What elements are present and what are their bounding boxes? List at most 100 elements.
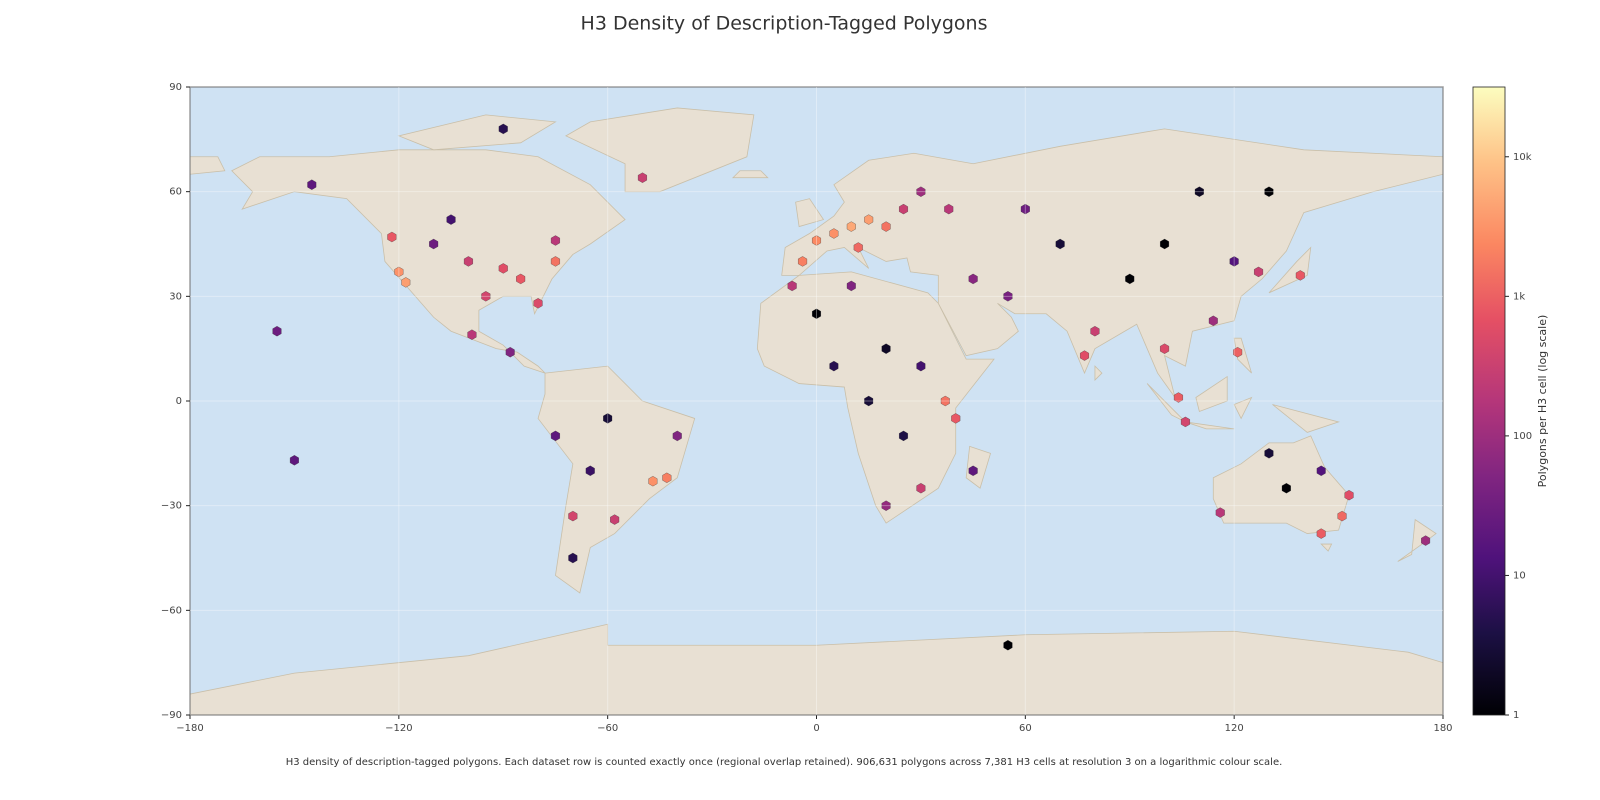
hex-layer [272,123,1431,651]
hex-cell [516,273,526,285]
landmass [732,170,769,179]
hex-cell [272,326,282,337]
hex-cell [798,256,808,267]
hex-cell [401,277,411,288]
hex-cell [463,256,473,267]
y-tick-label: 30 [169,291,182,302]
hex-cell [1080,350,1089,361]
hex-cell [1233,347,1243,358]
colorbar-tick-label: 10 [1513,570,1526,581]
hex-cell [846,221,856,232]
landmass [1146,383,1186,423]
hex-cell [1003,640,1013,651]
hex-cell [568,552,578,564]
hex-cell [1295,270,1305,281]
hex-cell [846,280,856,292]
hex-cell [968,465,978,476]
hex-cell [1337,510,1347,522]
hex-cell [498,263,508,274]
hex-cell [881,500,891,511]
hex-cell [1264,448,1274,459]
hex-cell [505,347,515,358]
x-tick-label: −120 [385,723,412,734]
hex-cell [1090,326,1100,337]
colorbar-tick-label: 1 [1513,710,1519,721]
hex-cell [648,476,658,487]
hex-cell [1421,535,1431,546]
landmass [1397,518,1437,562]
landmass [1094,365,1103,382]
landmass [1320,543,1333,552]
hex-cell [787,280,797,292]
hex-cell [1173,392,1183,403]
y-tick-label: −30 [161,501,182,512]
hex-cell [550,235,560,246]
hex-cell [1264,186,1274,197]
colorbar [1472,86,1506,716]
x-tick-label: 180 [1433,723,1452,734]
hex-cell [864,214,874,225]
map-title: H3 Density of Description-Tagged Polygon… [581,13,988,35]
hex-cell [1316,465,1326,476]
hex-cell [1229,256,1239,267]
colorbar-tick-label: 1k [1513,291,1525,302]
hex-cell [1020,203,1030,215]
colorbar-tick-label: 10k [1513,152,1532,163]
landmass [965,445,992,489]
landmass [190,623,1443,715]
hex-cell [610,514,620,525]
hex-cell [1160,238,1170,250]
landmass [565,107,755,193]
hex-cell [916,186,926,197]
landmass [231,149,626,374]
hex-cell [550,256,560,267]
hex-cell [603,413,613,424]
hex-cell [881,221,891,232]
hex-cell [1215,507,1225,518]
landmass [795,198,825,228]
hex-cell [387,231,397,243]
y-tick-label: 0 [176,396,182,407]
hex-cell [307,179,317,190]
x-tick-label: −60 [597,723,618,734]
x-tick-label: 120 [1225,723,1244,734]
landmass [1195,375,1228,412]
hex-cell [829,360,839,372]
hex-cell [1003,291,1013,302]
landmass [1272,404,1340,433]
hex-cell [1055,238,1065,250]
hex-cell [568,510,578,522]
hex-cell [585,465,595,476]
hex-cell [881,343,891,354]
hex-cell [1344,490,1354,501]
hex-cell [899,203,908,215]
hex-cell [940,395,950,407]
hex-cell [1254,266,1264,278]
hex-cell [467,329,477,340]
x-tick-label: 60 [1019,723,1032,734]
hex-cell [662,472,672,483]
landmass [537,365,696,594]
hex-cell [550,430,560,442]
hex-cell [1208,315,1218,326]
hex-cell [829,228,839,239]
hex-cell [533,298,543,309]
hex-cell [1194,186,1204,197]
hex-cell [289,455,299,466]
y-tick-label: −60 [161,605,182,616]
hex-cell [916,483,926,494]
hex-cell [853,242,863,253]
hex-cell [498,123,508,135]
hex-cell [429,238,439,250]
hex-cell [1281,483,1291,494]
y-tick-label: 90 [169,82,182,93]
landmass [756,271,995,524]
caption: H3 density of description-tagged polygon… [286,757,1283,768]
hex-cell [812,308,821,319]
hex-cell [1160,343,1170,354]
hex-cell [899,430,908,442]
land-layer [190,107,1443,715]
colorbar-label: Polygons per H3 cell (log scale) [1536,315,1549,488]
landmass [1268,246,1312,294]
